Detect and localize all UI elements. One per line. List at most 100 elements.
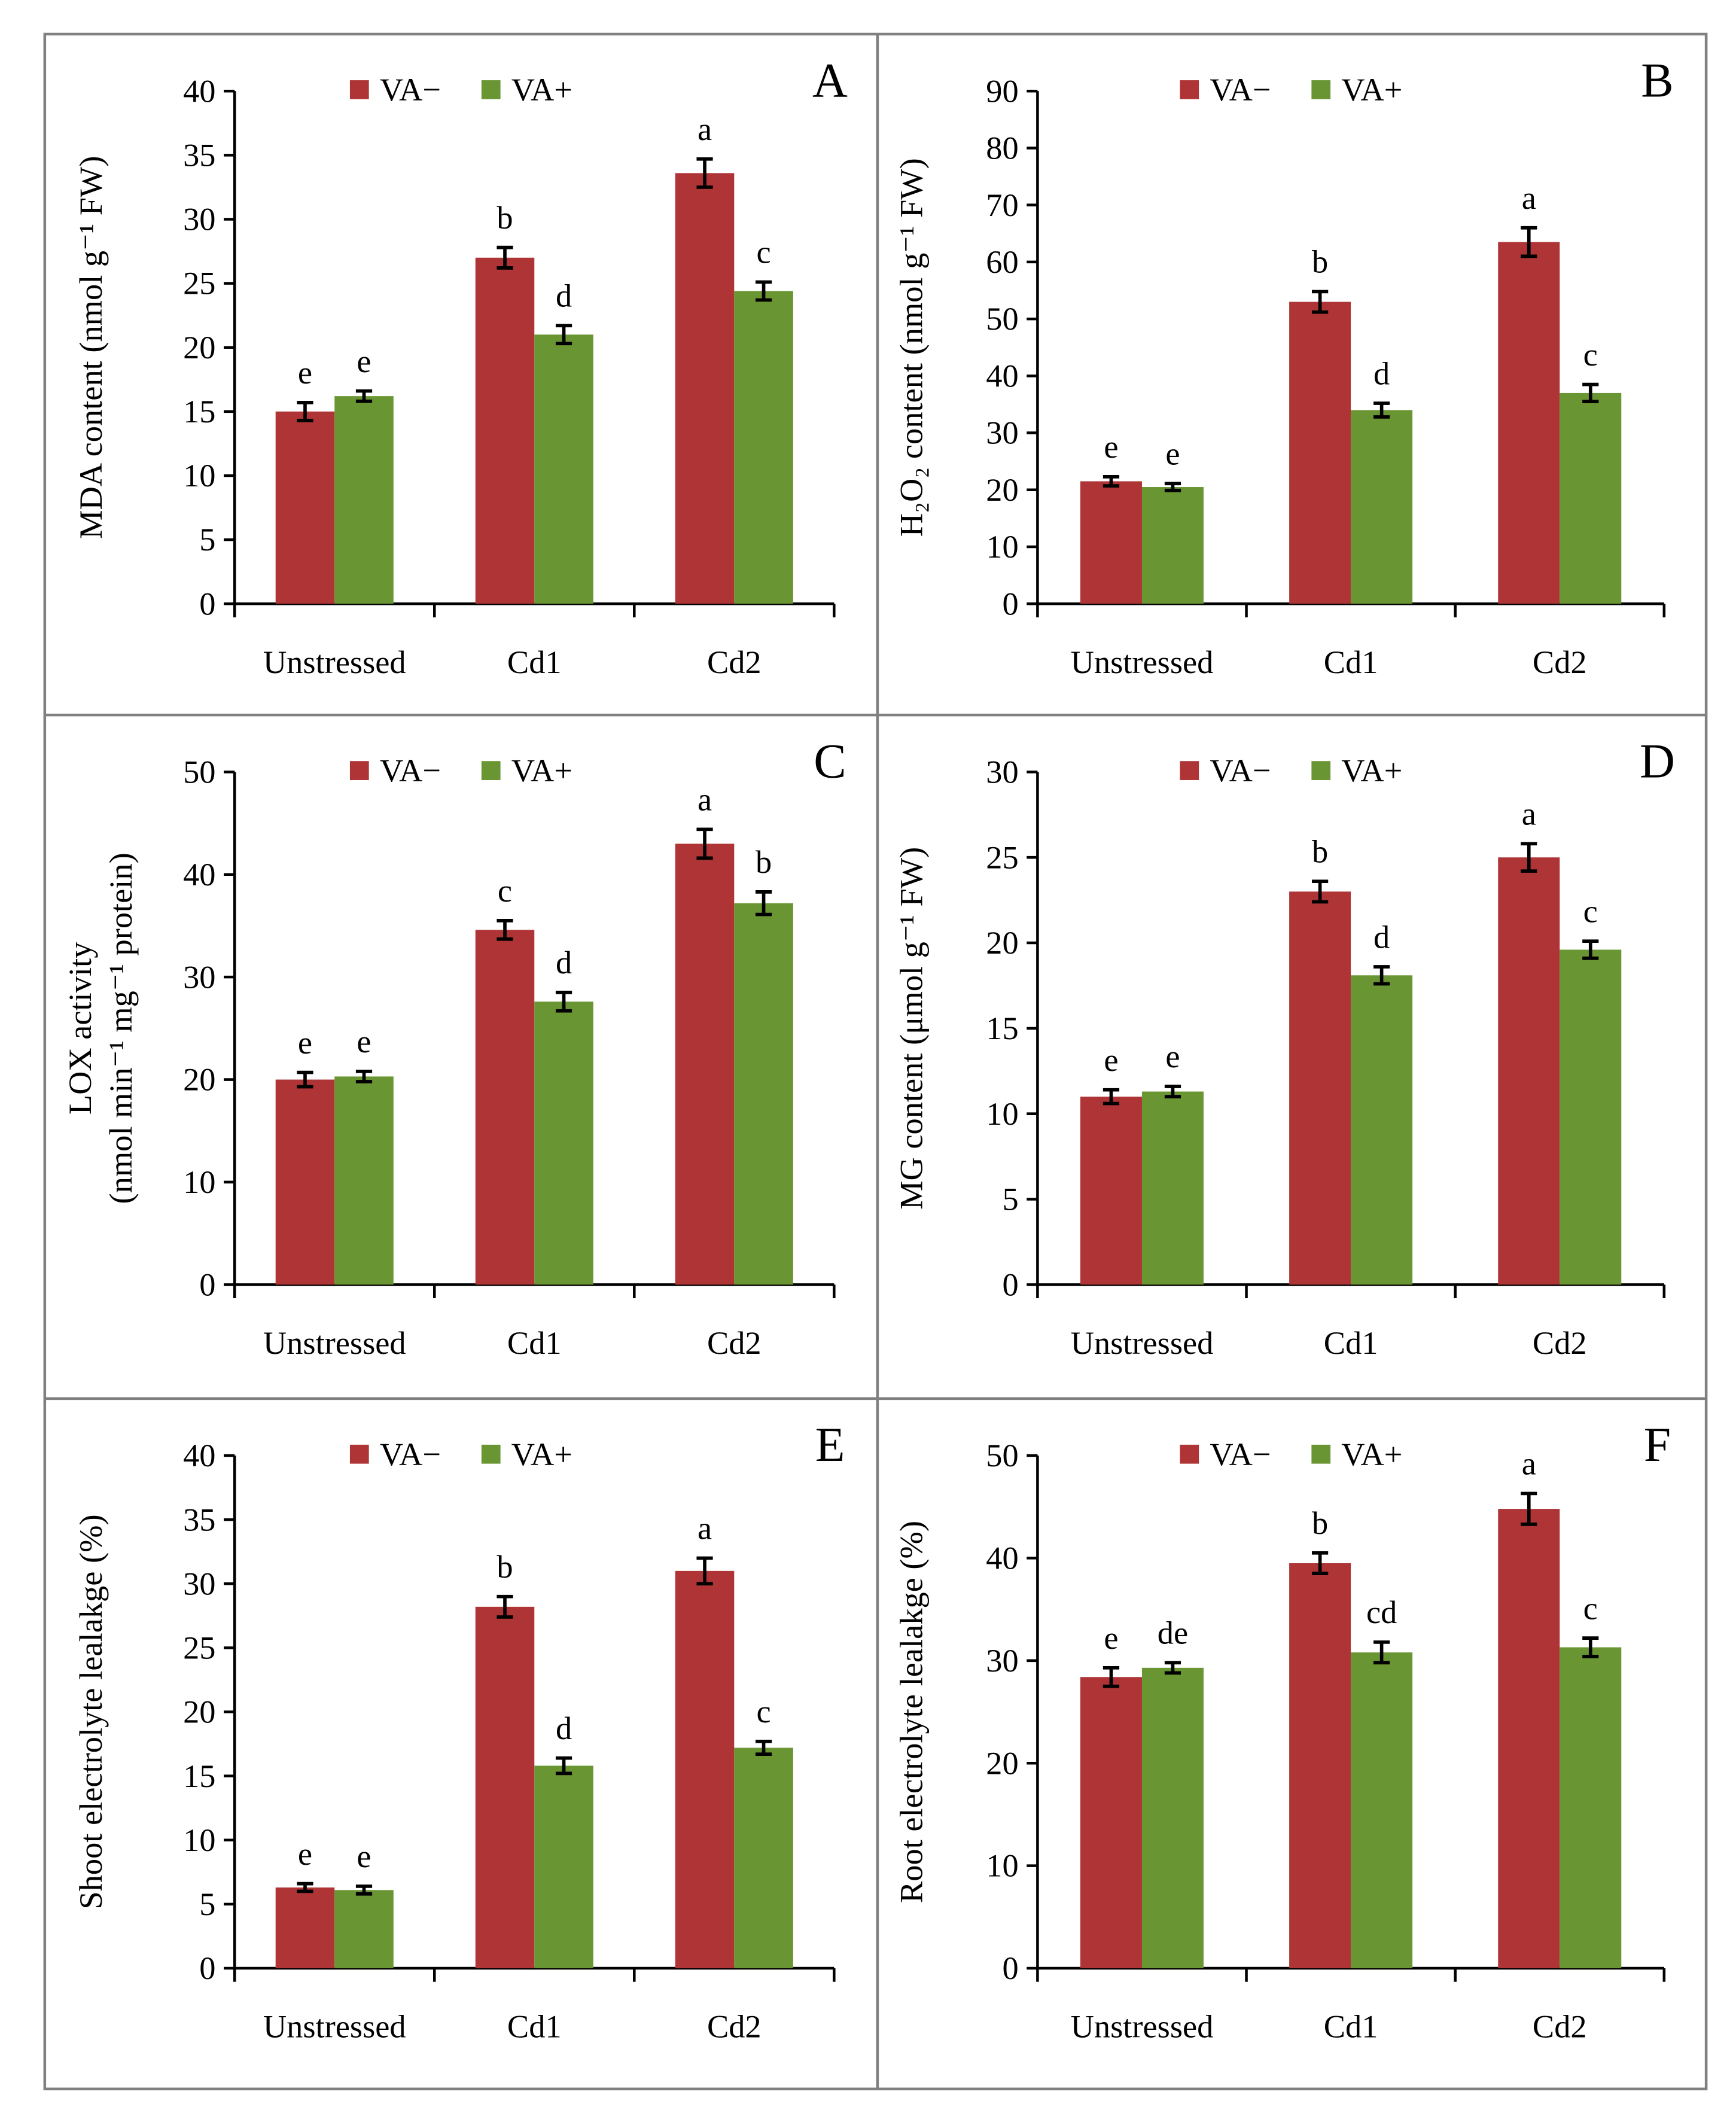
legend-swatch-va-plus [1311,80,1331,99]
y-tick-label: 25 [183,1630,215,1666]
significance-letter: a [698,111,712,147]
error-bar [1582,1636,1599,1658]
bar-va-plus [734,903,793,1285]
bar-va-minus [675,1570,735,1969]
y-tick-label: 10 [183,458,215,494]
bar-va-plus [334,396,394,604]
significance-letter: e [1165,1039,1180,1074]
y-tick-label: 30 [183,959,215,995]
x-tick-label: Cd2 [707,2009,762,2045]
chart-panel-e: E 0 5 10 15 20 25 30 35 40 Unstressed Cd1 Cd2 Shoot e… [73,1417,845,2045]
bar-va-plus [1560,1647,1622,1969]
bar-va-minus [675,844,735,1285]
bar-va-minus [1498,857,1560,1285]
x-tick-label: Unstressed [1071,644,1214,680]
error-bar [355,1884,373,1896]
x-tick-label: Unstressed [263,644,406,680]
y-tick-label: 10 [183,1164,215,1200]
significance-letter: b [756,844,772,880]
significance-letter: e [1104,429,1118,465]
significance-letter: a [1522,1446,1536,1482]
bar-va-minus [1080,1677,1142,1969]
y-tick-label: 0 [1002,586,1018,622]
bar-va-minus [275,1079,335,1285]
error-bar [555,991,572,1013]
y-tick-label: 5 [199,1886,215,1922]
legend-swatch-va-plus [1311,1444,1331,1464]
x-tick-label: Cd2 [1533,2009,1587,2045]
x-tick-label: Cd2 [707,1325,762,1361]
legend-swatch-va-minus [1180,80,1199,99]
bar-va-minus [1080,1097,1142,1285]
bar-va-plus [534,1001,593,1285]
x-tick-label: Cd1 [507,2009,562,2045]
significance-letter: c [756,1694,770,1730]
bar-va-plus [734,1747,793,1969]
panel-letter: C [814,733,846,788]
y-tick-label: 25 [183,266,215,302]
significance-letter: b [497,200,513,236]
significance-letter: e [298,355,312,391]
bar-va-plus [1560,392,1622,604]
significance-letter: e [1104,1042,1118,1078]
bar-va-plus [1141,1091,1204,1285]
legend-swatch-va-minus [349,1444,369,1464]
y-tick-label: 60 [986,244,1018,280]
y-tick-label: 50 [986,1438,1018,1473]
y-tick-label: 90 [986,73,1018,109]
error-bar [1373,965,1390,986]
significance-letter: a [1522,180,1536,216]
error-bar [696,827,713,860]
y-tick-label: 25 [986,839,1018,875]
y-tick-label: 30 [183,202,215,238]
x-tick-label: Unstressed [263,2009,406,2045]
x-tick-label: Unstressed [263,1325,406,1361]
y-tick-label: 40 [986,1540,1018,1576]
y-axis-label: MG content (μmol g⁻¹ FW) [894,847,930,1210]
legend-label: VA− [380,1436,441,1472]
significance-letter: d [556,1710,572,1746]
significance-letter: b [1312,1505,1328,1541]
significance-letter: c [1583,337,1598,373]
significance-letter: e [298,1025,312,1061]
bar-va-minus [675,173,735,604]
bar-va-plus [734,291,793,604]
significance-letter: a [1522,796,1536,832]
x-tick-label: Unstressed [1071,1325,1214,1361]
y-tick-label: 20 [986,925,1018,961]
bar-va-plus [334,1076,394,1285]
y-tick-label: 30 [183,1566,215,1602]
y-axis-label: Shoot electrolyte lealakge (%) [73,1514,109,1909]
y-axis-label: MDA content (nmol g⁻¹ FW) [73,156,109,539]
y-tick-label: 10 [183,1822,215,1858]
x-tick-label: Cd2 [1533,644,1587,680]
error-bar [297,1070,313,1089]
chart-panel-a: A 0 5 10 15 20 25 30 35 40 Unstressed Cd1 Cd2 MDA con… [73,53,848,680]
y-tick-label: 30 [986,415,1018,451]
error-bar [1102,475,1120,488]
bar-va-plus [1351,1652,1413,1969]
y-axis-label: Root electrolyte lealakge (%) [894,1521,930,1903]
error-bar [1373,401,1390,419]
significance-letter: e [357,343,371,379]
y-tick-label: 15 [986,1010,1018,1046]
bar-va-plus [1141,487,1204,604]
y-axis-label: LOX activity [62,942,98,1115]
error-bar [1521,1491,1537,1526]
bar-va-plus [1351,975,1413,1285]
error-bar [355,1070,373,1083]
error-bar [1521,226,1537,258]
x-tick-label: Cd1 [1324,644,1378,680]
legend-label: VA+ [511,1436,572,1472]
legend-swatch-va-plus [481,80,501,99]
error-bar [755,280,772,302]
significance-letter: b [497,1549,513,1585]
y-tick-label: 20 [183,1062,215,1098]
significance-letter: a [698,1511,712,1546]
x-tick-label: Cd2 [707,644,762,680]
y-tick-label: 35 [183,137,215,173]
x-tick-label: Cd1 [1324,1325,1378,1361]
y-tick-label: 50 [986,301,1018,337]
panel-letter: F [1644,1417,1671,1472]
